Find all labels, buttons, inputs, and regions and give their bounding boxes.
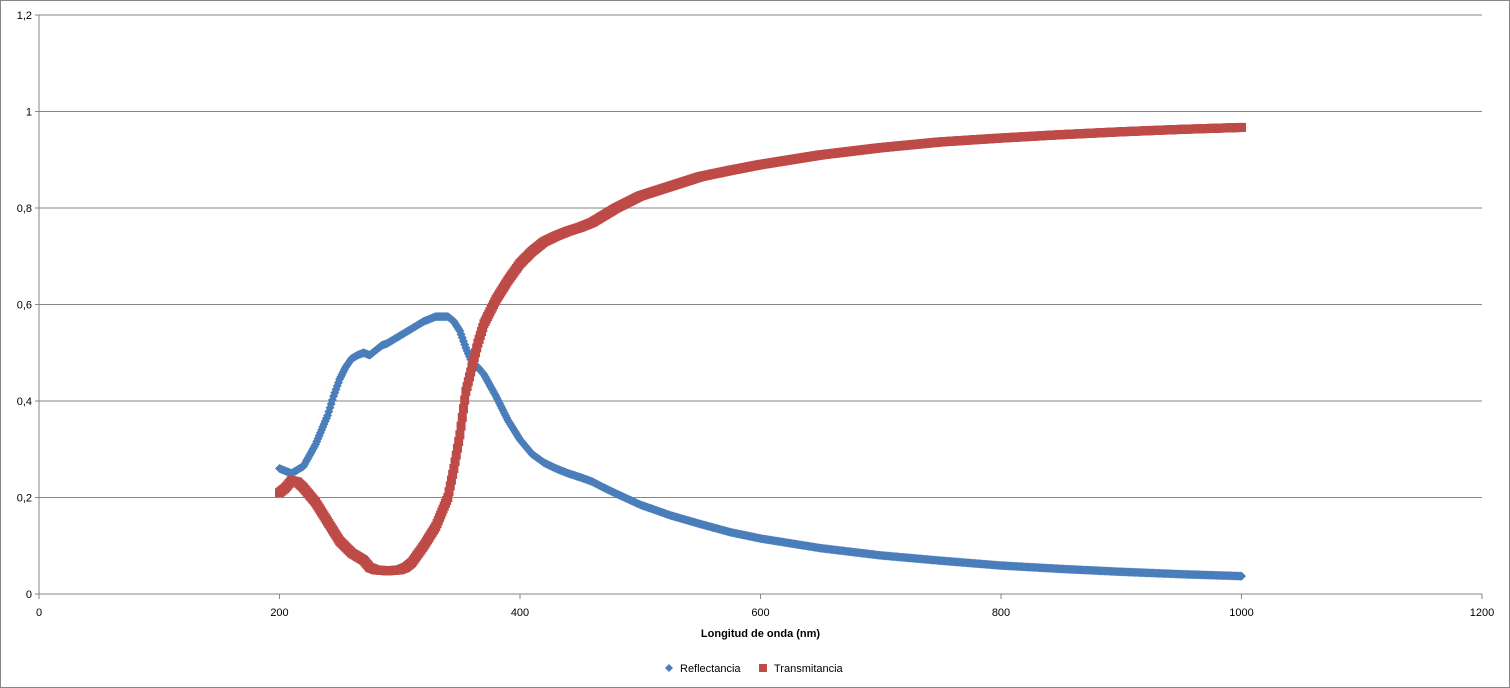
x-tick-label: 800 bbox=[992, 607, 1010, 619]
data-point bbox=[452, 443, 462, 453]
data-point bbox=[471, 348, 481, 358]
data-point bbox=[1237, 122, 1246, 132]
data-point bbox=[445, 481, 455, 491]
series-transmitancia bbox=[275, 122, 1246, 576]
y-tick-label: 0,6 bbox=[17, 300, 32, 312]
data-point bbox=[463, 377, 473, 387]
x-axis-title: Longitud de onda (nm) bbox=[701, 628, 820, 640]
data-point bbox=[469, 353, 479, 363]
data-point bbox=[460, 395, 470, 405]
data-point bbox=[464, 372, 474, 382]
series-layer bbox=[275, 122, 1246, 581]
data-point bbox=[472, 343, 482, 353]
y-tick-label: 0,4 bbox=[17, 396, 32, 408]
data-point bbox=[451, 450, 461, 460]
tick-labels: 0 0,2 0,4 0,6 0,8 1 1,2 0 200 400 600 800 1000 1200 bbox=[17, 10, 1495, 619]
legend: Reflectancia Transmitancia bbox=[665, 663, 844, 675]
y-tick-label: 0,2 bbox=[17, 493, 32, 505]
legend-marker-reflectancia bbox=[665, 664, 673, 672]
data-point bbox=[462, 382, 472, 392]
x-tick-label: 400 bbox=[511, 607, 529, 619]
x-tick-label: 1200 bbox=[1470, 607, 1494, 619]
series-reflectancia bbox=[275, 312, 1246, 581]
data-point bbox=[456, 421, 466, 431]
legend-marker-transmitancia bbox=[759, 664, 767, 672]
data-point bbox=[458, 404, 468, 414]
data-point bbox=[1237, 571, 1246, 581]
data-point bbox=[467, 362, 477, 372]
y-tick-label: 1,2 bbox=[17, 10, 32, 22]
data-point bbox=[450, 457, 460, 467]
x-tick-label: 600 bbox=[751, 607, 769, 619]
axes bbox=[35, 14, 1483, 599]
gridlines bbox=[39, 14, 1482, 498]
data-point bbox=[457, 412, 467, 422]
data-point bbox=[444, 487, 454, 497]
data-point bbox=[449, 464, 459, 474]
x-tick-label: 200 bbox=[270, 607, 288, 619]
legend-label-reflectancia: Reflectancia bbox=[680, 663, 741, 675]
data-point bbox=[454, 437, 464, 447]
legend-label-transmitancia: Transmitancia bbox=[774, 663, 844, 675]
data-point bbox=[446, 475, 456, 485]
y-tick-label: 0,8 bbox=[17, 203, 32, 215]
y-tick-label: 1 bbox=[26, 107, 32, 119]
data-point bbox=[448, 469, 458, 479]
y-tick-label: 0 bbox=[26, 589, 32, 601]
data-point bbox=[443, 493, 453, 502]
data-point bbox=[466, 367, 476, 377]
data-point bbox=[455, 430, 465, 440]
data-point bbox=[468, 357, 478, 367]
data-point bbox=[461, 386, 471, 396]
x-tick-label: 0 bbox=[36, 607, 42, 619]
x-tick-label: 1000 bbox=[1229, 607, 1253, 619]
